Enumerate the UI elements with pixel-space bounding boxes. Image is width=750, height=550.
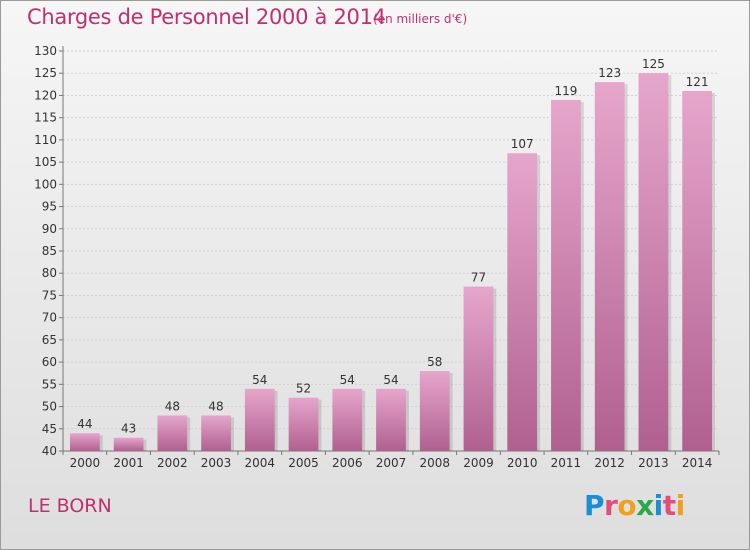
data-label: 48 bbox=[208, 399, 223, 413]
logo-letter: i bbox=[675, 489, 686, 522]
proxiti-logo: Proxiti bbox=[584, 489, 685, 522]
bar-2002 bbox=[157, 415, 188, 451]
logo-letter: o bbox=[617, 489, 637, 522]
data-label: 48 bbox=[165, 399, 180, 413]
y-tick-label: 40 bbox=[42, 444, 57, 458]
x-tick-label: 2012 bbox=[594, 456, 625, 470]
data-label: 121 bbox=[686, 75, 709, 89]
bar-2008 bbox=[419, 371, 450, 451]
y-tick-label: 75 bbox=[42, 288, 57, 302]
y-tick-label: 115 bbox=[34, 111, 57, 125]
y-tick-label: 65 bbox=[42, 333, 57, 347]
data-label: 52 bbox=[296, 382, 311, 396]
y-tick-label: 50 bbox=[42, 400, 57, 414]
data-label: 43 bbox=[121, 422, 136, 436]
chart-subtitle: (en milliers d'€) bbox=[373, 12, 468, 26]
y-tick-label: 60 bbox=[42, 355, 57, 369]
data-label: 125 bbox=[642, 57, 665, 71]
location-name: LE BORN bbox=[28, 495, 112, 517]
data-label: 58 bbox=[427, 355, 442, 369]
x-tick-label: 2014 bbox=[682, 456, 713, 470]
x-tick-label: 2000 bbox=[70, 456, 101, 470]
x-tick-label: 2013 bbox=[638, 456, 669, 470]
bar-2005 bbox=[288, 397, 319, 451]
y-tick-label: 110 bbox=[34, 133, 57, 147]
data-label: 54 bbox=[383, 373, 398, 387]
logo-letter: r bbox=[604, 489, 618, 522]
x-tick-label: 2004 bbox=[245, 456, 276, 470]
logo-letter: P bbox=[584, 489, 605, 522]
x-tick-label: 2009 bbox=[463, 456, 494, 470]
x-tick-label: 2007 bbox=[376, 456, 407, 470]
y-tick-label: 45 bbox=[42, 422, 57, 436]
y-tick-label: 125 bbox=[34, 66, 57, 80]
bar-2012 bbox=[594, 82, 625, 451]
x-tick-label: 2011 bbox=[551, 456, 582, 470]
bar-2009 bbox=[463, 286, 494, 451]
data-label: 44 bbox=[77, 417, 92, 431]
y-tick-label: 105 bbox=[34, 155, 57, 169]
bar-2004 bbox=[244, 388, 275, 451]
data-label: 54 bbox=[340, 373, 355, 387]
data-label: 54 bbox=[252, 373, 267, 387]
data-label: 119 bbox=[554, 84, 577, 98]
x-tick-label: 2008 bbox=[419, 456, 450, 470]
bar-2000 bbox=[69, 433, 100, 451]
data-label: 77 bbox=[471, 271, 486, 285]
bar-2006 bbox=[332, 388, 363, 451]
bar-2014 bbox=[682, 91, 713, 451]
bar-2011 bbox=[551, 99, 581, 451]
y-tick-label: 70 bbox=[42, 311, 57, 325]
x-tick-label: 2010 bbox=[507, 456, 538, 470]
x-tick-label: 2003 bbox=[201, 456, 232, 470]
x-tick-label: 2005 bbox=[288, 456, 319, 470]
bar-2001 bbox=[113, 437, 144, 451]
y-tick-label: 80 bbox=[42, 266, 57, 280]
y-tick-label: 100 bbox=[34, 177, 57, 191]
x-tick-label: 2001 bbox=[113, 456, 144, 470]
bar-2010 bbox=[507, 153, 538, 451]
logo-letter: x bbox=[636, 489, 654, 522]
logo-letter: i bbox=[653, 489, 664, 522]
x-tick-label: 2002 bbox=[157, 456, 188, 470]
y-tick-label: 130 bbox=[34, 44, 57, 58]
bar-2003 bbox=[201, 415, 231, 451]
y-tick-label: 90 bbox=[42, 222, 57, 236]
bar-2007 bbox=[376, 388, 406, 451]
x-tick-label: 2006 bbox=[332, 456, 363, 470]
data-label: 123 bbox=[598, 66, 621, 80]
logo-letter: t bbox=[662, 489, 676, 522]
y-tick-label: 120 bbox=[34, 88, 57, 102]
y-tick-label: 85 bbox=[42, 244, 57, 258]
chart-title: Charges de Personnel 2000 à 2014 bbox=[27, 5, 386, 29]
data-label: 107 bbox=[511, 137, 534, 151]
y-tick-label: 95 bbox=[42, 200, 57, 214]
y-tick-label: 55 bbox=[42, 377, 57, 391]
bar-2013 bbox=[638, 73, 669, 451]
